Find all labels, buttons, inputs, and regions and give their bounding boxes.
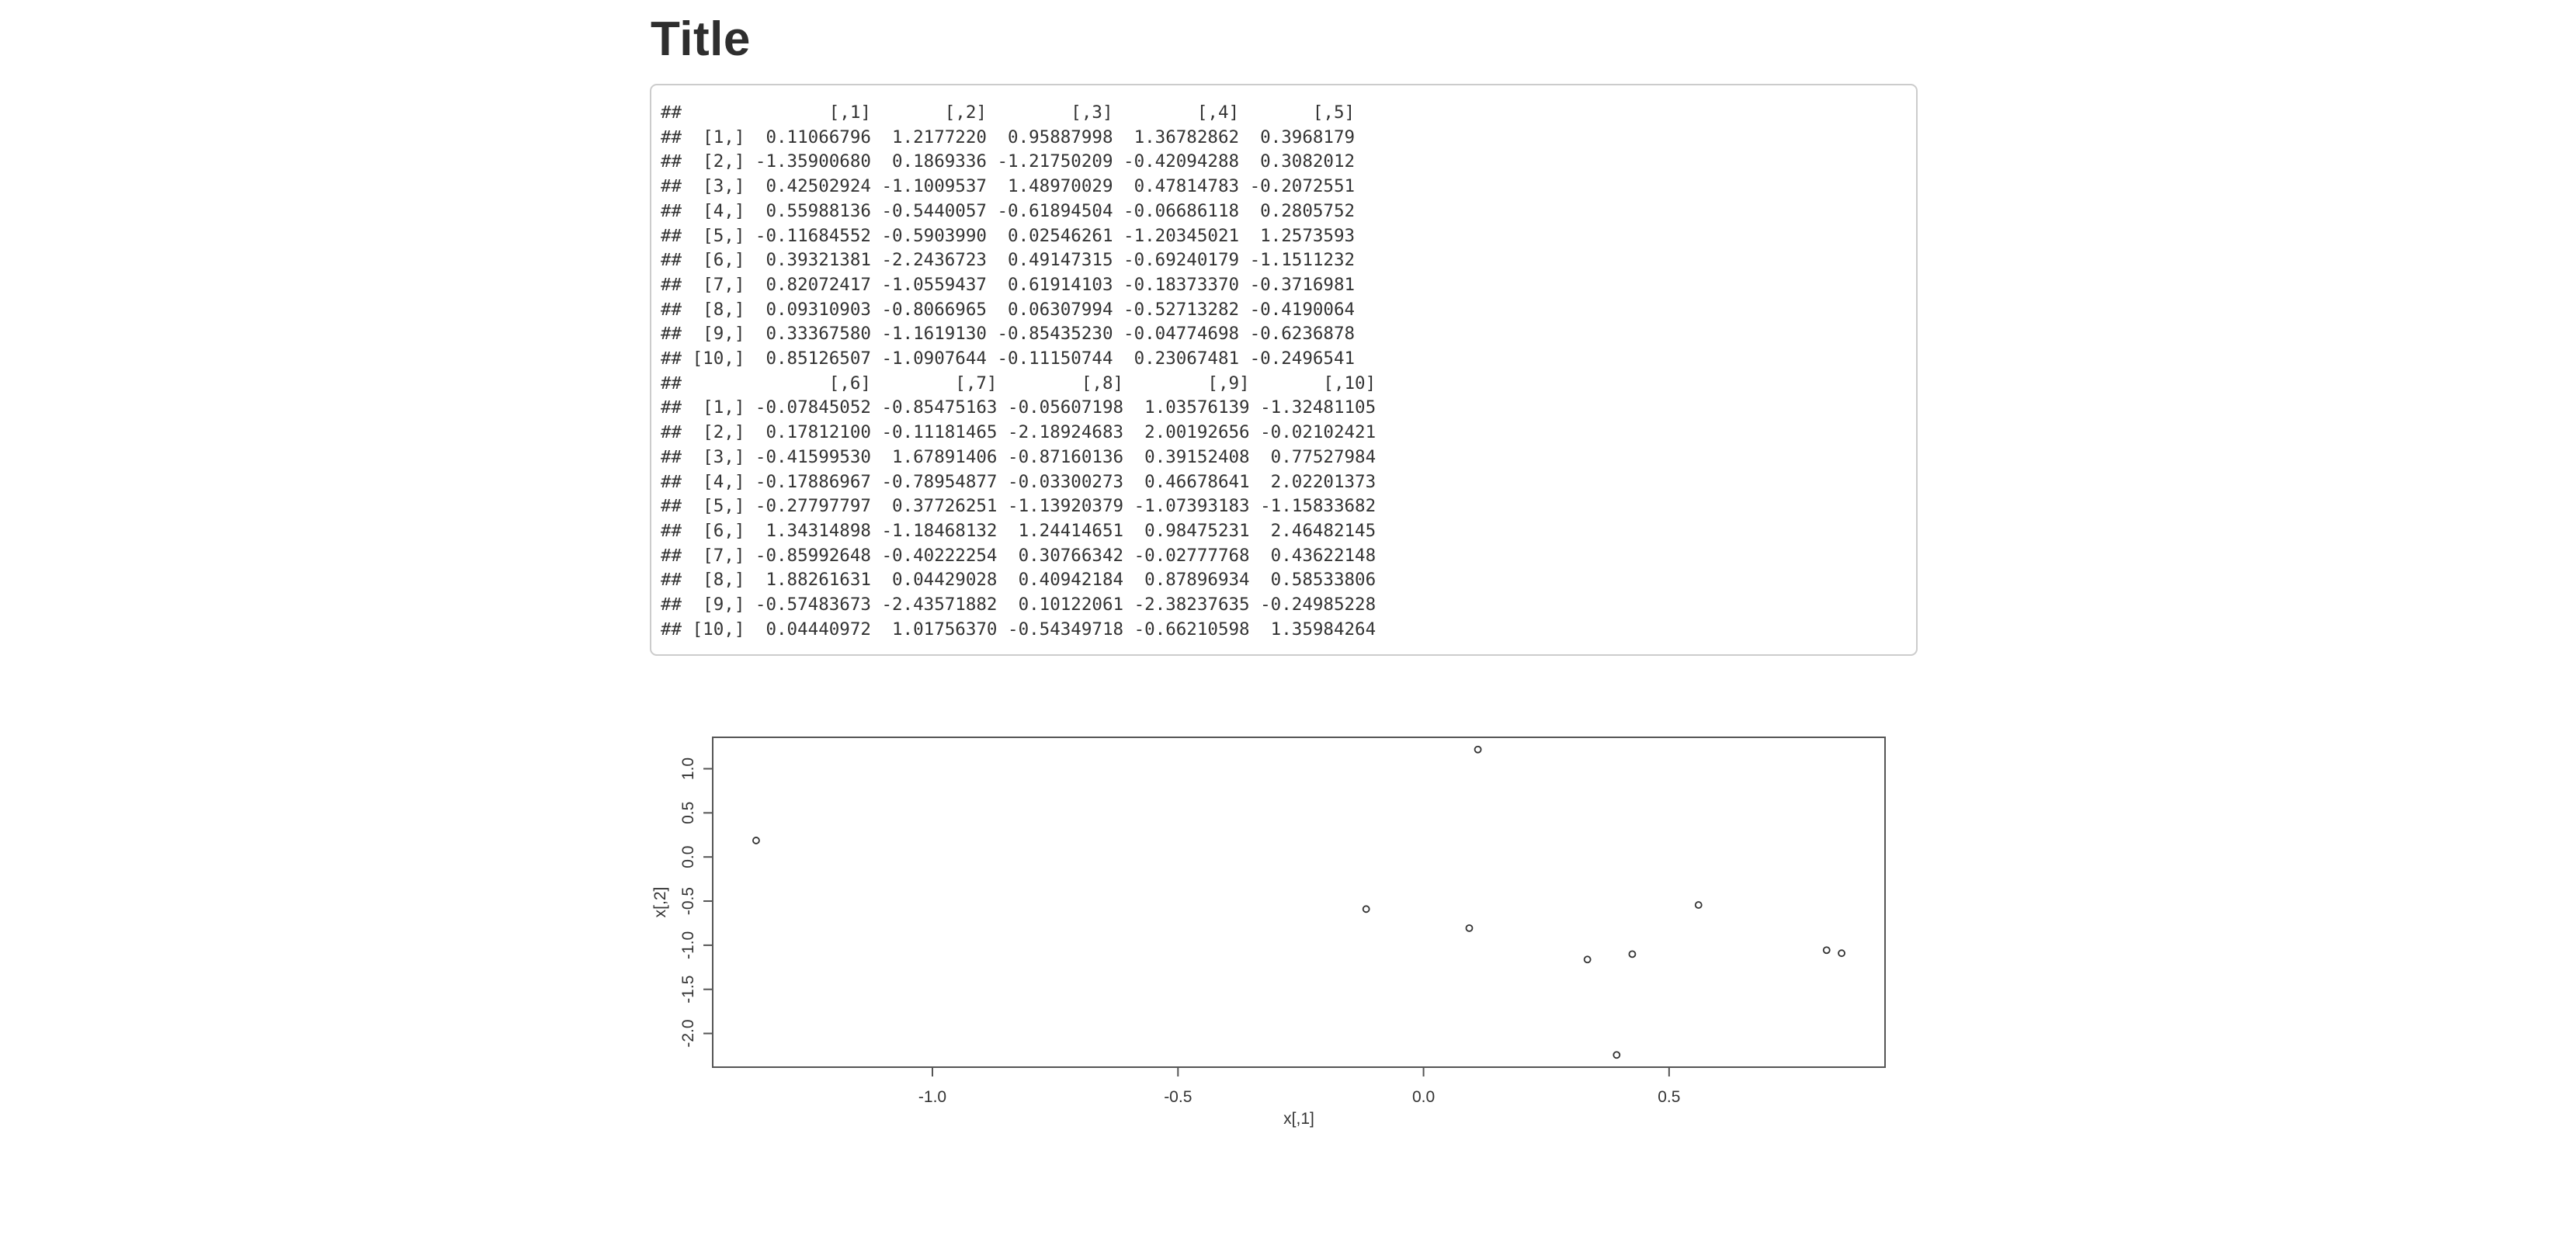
x-axis-tick-label: 0.0 xyxy=(1412,1088,1435,1106)
y-axis-label: x[,2] xyxy=(651,887,669,918)
console-output-text: ## [,1] [,2] [,3] [,4] [,5] ## [1,] 0.11… xyxy=(661,102,1377,640)
y-axis-tick-label: 1.0 xyxy=(679,757,697,780)
x-axis-tick-label: 0.5 xyxy=(1658,1088,1680,1106)
page-title: Title xyxy=(651,12,751,66)
plot-box xyxy=(712,737,1886,1068)
y-axis-tick-label: -1.0 xyxy=(679,931,697,959)
y-axis-tick-label: -1.5 xyxy=(679,976,697,1004)
y-axis-tick-label: 0.0 xyxy=(679,846,697,868)
console-output-block: ## [,1] [,2] [,3] [,4] [,5] ## [1,] 0.11… xyxy=(650,84,1918,656)
scatter-plot: -1.0 -0.5 0.0 0.5 1.0 0.5 0.0 -0.5 -1.0 -1.5 -2.0 x… xyxy=(651,737,1886,1128)
data-point xyxy=(1583,955,1592,964)
y-axis-tick-label: -0.5 xyxy=(679,887,697,915)
x-axis-label: x[,1] xyxy=(1283,1110,1314,1128)
y-axis-tick-label: -2.0 xyxy=(679,1019,697,1047)
data-point xyxy=(1465,924,1474,932)
data-point xyxy=(1613,1051,1621,1059)
data-point xyxy=(1362,905,1370,913)
data-point xyxy=(1474,745,1482,754)
data-point xyxy=(752,837,760,844)
y-axis-tick-label: 0.5 xyxy=(679,802,697,824)
data-point xyxy=(1694,901,1703,909)
x-axis-tick-label: -1.0 xyxy=(918,1088,946,1106)
data-point xyxy=(1628,950,1637,959)
data-point xyxy=(1838,949,1845,958)
data-point xyxy=(1822,946,1831,955)
x-axis-tick-label: -0.5 xyxy=(1164,1088,1192,1106)
figure-container: -1.0 -0.5 0.0 0.5 1.0 0.5 0.0 -0.5 -1.0 -1.5 -2.0 x… xyxy=(650,689,1918,1186)
